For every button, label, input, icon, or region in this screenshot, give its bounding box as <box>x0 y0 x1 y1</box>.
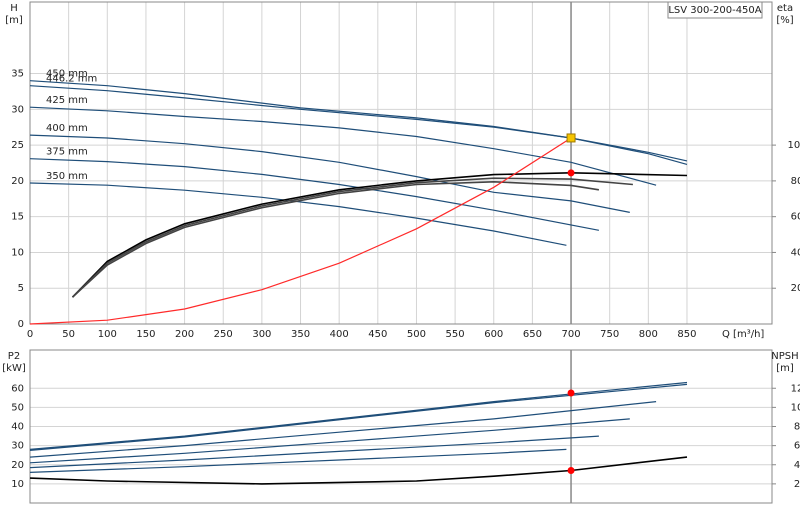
y-tick-label: 20 <box>11 460 24 471</box>
curve <box>29 401 657 458</box>
y2-tick-label: 2 <box>794 479 800 490</box>
y2-tick-label: 10 <box>791 402 800 413</box>
x-tick-label: 100 <box>98 329 117 340</box>
chart-title: LSV 300-200-450A <box>668 5 761 16</box>
plot-frame <box>29 1 773 325</box>
y-tick-label: 25 <box>11 140 24 151</box>
y2-axis-label: [m] <box>776 363 794 374</box>
curve <box>71 171 688 298</box>
y-tick-label: 10 <box>11 247 24 258</box>
x-tick-label: 500 <box>407 329 426 340</box>
x-tick-label: 800 <box>639 329 658 340</box>
y2-tick-label: 60 <box>791 212 800 223</box>
y-axis-label: [kW] <box>2 363 26 374</box>
y-tick-label: 5 <box>18 283 24 294</box>
curve <box>29 435 599 469</box>
curve <box>29 85 688 165</box>
y2-tick-label: 80 <box>791 176 800 187</box>
x-tick-label: 150 <box>136 329 155 340</box>
y2-axis-label: eta <box>777 3 793 14</box>
curve <box>29 448 567 473</box>
y2-tick-label: 4 <box>794 460 800 471</box>
x-tick-label: 450 <box>368 329 387 340</box>
curve <box>29 418 630 464</box>
y2-axis-label: [%] <box>776 15 793 26</box>
curve-label: 350 mm <box>46 171 88 182</box>
y2-axis-label: NPSH <box>771 351 798 362</box>
duty-point <box>567 466 575 474</box>
curve-label: 375 mm <box>46 147 88 158</box>
y-tick-label: 35 <box>11 69 24 80</box>
x-tick-label: 200 <box>175 329 194 340</box>
y-tick-label: 10 <box>11 479 24 490</box>
curve <box>29 381 688 450</box>
x-tick-label: 600 <box>484 329 503 340</box>
curve <box>71 177 633 298</box>
duty-point <box>567 389 575 397</box>
curve <box>29 134 630 213</box>
curve-label: 400 mm <box>46 123 88 134</box>
plot-frame <box>29 349 773 504</box>
y-tick-label: 20 <box>11 176 24 187</box>
y2-tick-label: 40 <box>791 247 800 258</box>
y2-tick-label: 20 <box>791 283 800 294</box>
x-tick-label: 0 <box>27 329 33 340</box>
x-tick-label: 750 <box>600 329 619 340</box>
title-box <box>667 1 763 19</box>
x-tick-label: 700 <box>561 329 580 340</box>
y-tick-label: 15 <box>11 212 24 223</box>
x-tick-label: 400 <box>330 329 349 340</box>
curve <box>29 456 688 485</box>
curve <box>29 158 600 231</box>
curve-label: 450 mm <box>46 69 88 80</box>
y2-tick-label: 6 <box>794 441 800 452</box>
y2-tick-label: 100 <box>787 140 800 151</box>
y2-tick-label: 12 <box>791 383 800 394</box>
y-tick-label: 0 <box>18 319 24 330</box>
y-axis-label: [m] <box>5 15 23 26</box>
curve <box>29 137 572 325</box>
x-tick-label: 300 <box>252 329 271 340</box>
curve-label: 446.2 mm <box>46 74 97 85</box>
y2-tick-label: 8 <box>794 422 800 433</box>
y-tick-label: 50 <box>11 402 24 413</box>
curve <box>29 383 688 451</box>
y-tick-label: 40 <box>11 422 24 433</box>
y-axis-label: H <box>10 3 18 14</box>
curve <box>29 182 567 246</box>
curve-label: 425 mm <box>46 95 88 106</box>
x-tick-label: 850 <box>677 329 696 340</box>
curve <box>71 180 600 298</box>
y-axis-label: P2 <box>8 351 20 362</box>
curve <box>29 106 657 186</box>
x-axis-label: Q [m³/h] <box>722 329 764 340</box>
x-tick-label: 50 <box>62 329 75 340</box>
x-tick-label: 650 <box>523 329 542 340</box>
duty-point <box>566 133 576 143</box>
y-tick-label: 30 <box>11 441 24 452</box>
x-tick-label: 350 <box>291 329 310 340</box>
y-tick-label: 60 <box>11 383 24 394</box>
duty-point <box>567 169 575 177</box>
curve <box>29 80 688 162</box>
y-tick-label: 30 <box>11 104 24 115</box>
x-tick-label: 550 <box>446 329 465 340</box>
x-tick-label: 250 <box>214 329 233 340</box>
